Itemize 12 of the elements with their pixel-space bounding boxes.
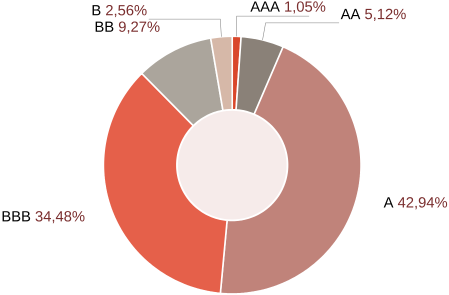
data-label: 9,27%: [118, 22, 160, 34]
slice-label: AA: [340, 9, 360, 20]
slice-label: B: [92, 5, 100, 16]
data-label: 34,48%: [36, 211, 85, 224]
data-label: 2,56%: [106, 5, 147, 18]
data-label: 5,12%: [365, 8, 406, 22]
data-label: 1,05%: [285, 1, 326, 14]
slice-label: BBB: [2, 211, 30, 222]
slice-label: A: [384, 197, 394, 208]
slice-label: BB: [96, 22, 114, 32]
data-label: 42,94%: [398, 197, 448, 210]
slice-label: AAA: [250, 2, 280, 12]
